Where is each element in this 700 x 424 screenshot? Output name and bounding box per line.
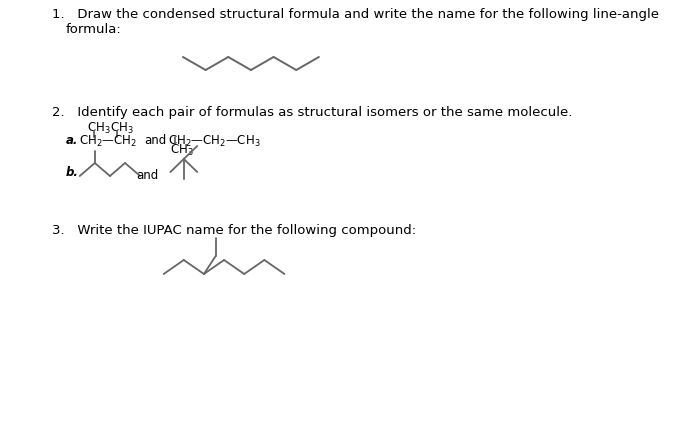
Text: CH$_3$: CH$_3$ [88, 121, 111, 136]
Text: CH$_3$: CH$_3$ [110, 121, 134, 136]
Text: 2.   Identify each pair of formulas as structural isomers or the same molecule.: 2. Identify each pair of formulas as str… [52, 106, 573, 119]
Text: b.: b. [66, 166, 78, 179]
Text: a.: a. [66, 134, 78, 147]
Text: CH$_3$: CH$_3$ [170, 143, 194, 158]
Text: 1.   Draw the condensed structural formula and write the name for the following : 1. Draw the condensed structural formula… [52, 8, 659, 21]
Text: 3.   Write the IUPAC name for the following compound:: 3. Write the IUPAC name for the followin… [52, 224, 416, 237]
Text: CH$_2$—CH$_2$: CH$_2$—CH$_2$ [79, 134, 137, 149]
Text: formula:: formula: [66, 23, 121, 36]
Text: and: and [144, 134, 167, 147]
Text: and: and [136, 169, 158, 182]
Text: CH$_2$—CH$_2$—CH$_3$: CH$_2$—CH$_2$—CH$_3$ [168, 134, 260, 149]
